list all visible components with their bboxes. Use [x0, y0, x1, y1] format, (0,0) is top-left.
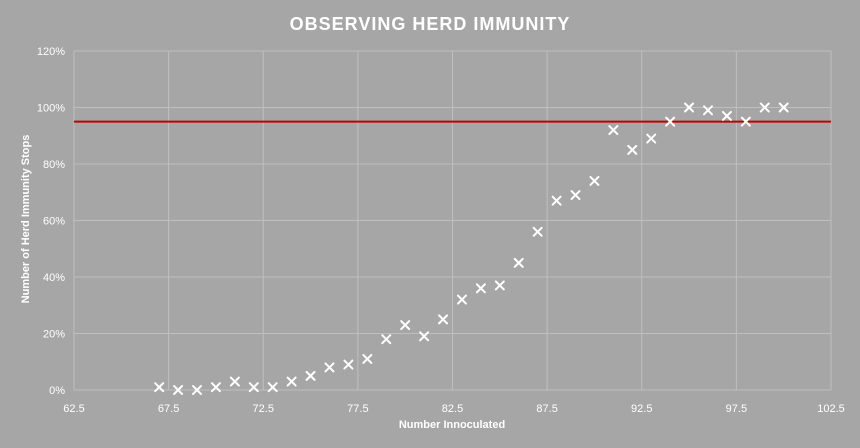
data-point	[684, 102, 695, 113]
data-points	[154, 102, 789, 395]
y-tick-label: 80%	[43, 159, 65, 171]
data-point	[551, 195, 562, 206]
data-point	[627, 144, 638, 155]
y-tick-label: 120%	[37, 46, 65, 58]
data-point	[456, 294, 467, 305]
chart-title: OBSERVING HERD IMMUNITY	[290, 14, 571, 34]
data-point	[740, 116, 751, 127]
data-point	[210, 382, 221, 393]
x-tick-label: 82.5	[442, 403, 463, 415]
x-tick-label: 97.5	[726, 403, 747, 415]
x-tick-label: 77.5	[347, 403, 368, 415]
data-point	[759, 102, 770, 113]
data-point	[570, 190, 581, 201]
data-point	[494, 280, 505, 291]
data-point	[475, 283, 486, 294]
x-tick-label: 62.5	[63, 403, 84, 415]
y-axis-label: Number of Herd Immunity Stops	[20, 135, 32, 304]
data-point	[419, 331, 430, 342]
data-point	[665, 116, 676, 127]
x-tick-label: 92.5	[631, 403, 652, 415]
data-point	[702, 105, 713, 116]
data-point	[400, 320, 411, 331]
data-point	[248, 382, 259, 393]
y-tick-label: 0%	[49, 385, 65, 397]
data-point	[646, 133, 657, 144]
x-tick-label: 87.5	[536, 403, 557, 415]
x-tick-label: 72.5	[253, 403, 274, 415]
data-point	[381, 334, 392, 345]
data-point	[229, 376, 240, 387]
y-tick-label: 40%	[43, 272, 65, 284]
gridlines	[73, 50, 832, 391]
data-point	[173, 385, 184, 395]
data-point	[721, 110, 732, 121]
data-point	[513, 257, 524, 268]
data-point	[589, 175, 600, 186]
data-point	[192, 385, 203, 395]
data-point	[778, 102, 789, 113]
data-point	[608, 125, 619, 136]
data-point	[324, 362, 335, 373]
y-tick-label: 20%	[43, 329, 65, 341]
data-point	[305, 370, 316, 381]
data-point	[154, 382, 165, 393]
y-tick-label: 100%	[37, 103, 65, 115]
x-tick-label: 67.5	[158, 403, 179, 415]
x-axis-label: Number Innoculated	[399, 419, 505, 431]
x-tick-label: 102.5	[817, 403, 845, 415]
y-tick-label: 60%	[43, 216, 65, 228]
tick-labels: 62.5 67.5 72.5 77.5 82.5 87.5 92.5 97.5 102.5 0% 2…	[37, 46, 845, 415]
data-point	[286, 376, 297, 387]
data-point	[267, 382, 278, 393]
data-point	[362, 353, 373, 364]
data-point	[532, 226, 543, 237]
data-point	[343, 359, 354, 370]
data-point	[438, 314, 449, 325]
